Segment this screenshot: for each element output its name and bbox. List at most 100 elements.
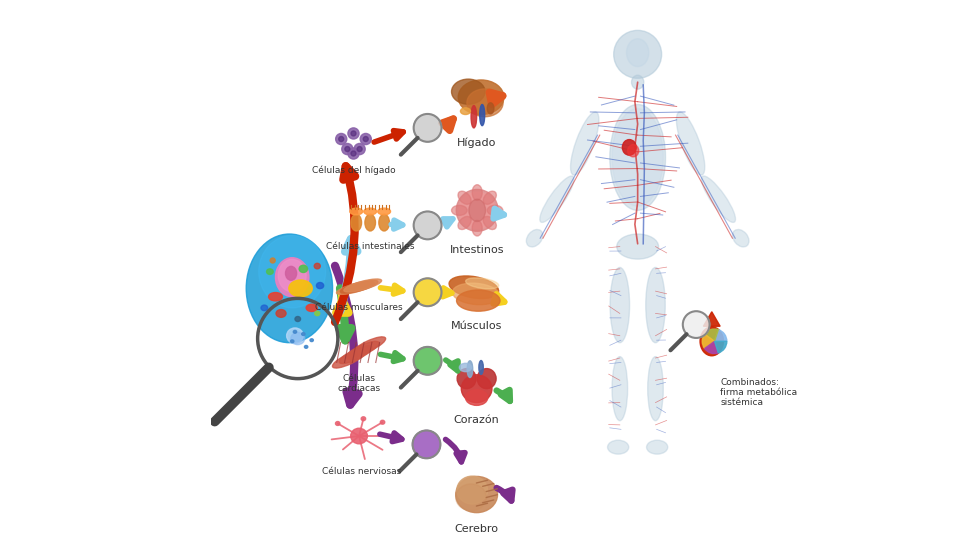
- Ellipse shape: [351, 214, 362, 231]
- Circle shape: [413, 431, 440, 458]
- Ellipse shape: [351, 428, 368, 444]
- Ellipse shape: [466, 390, 488, 405]
- Ellipse shape: [457, 368, 476, 389]
- Ellipse shape: [471, 106, 476, 128]
- FancyArrowPatch shape: [494, 209, 504, 218]
- Ellipse shape: [458, 191, 471, 204]
- Ellipse shape: [626, 39, 649, 67]
- Ellipse shape: [379, 214, 389, 231]
- Ellipse shape: [612, 109, 663, 206]
- Circle shape: [613, 30, 662, 78]
- Text: Corazón: Corazón: [454, 416, 500, 426]
- Ellipse shape: [335, 133, 347, 144]
- Ellipse shape: [267, 269, 273, 274]
- Ellipse shape: [275, 258, 309, 297]
- Ellipse shape: [456, 477, 498, 512]
- Ellipse shape: [340, 280, 378, 293]
- FancyArrowPatch shape: [380, 285, 403, 294]
- Ellipse shape: [616, 234, 659, 259]
- Ellipse shape: [477, 368, 496, 389]
- Ellipse shape: [270, 258, 275, 263]
- Ellipse shape: [364, 208, 376, 215]
- FancyArrowPatch shape: [443, 288, 452, 297]
- Ellipse shape: [342, 143, 353, 155]
- Ellipse shape: [449, 276, 499, 298]
- Ellipse shape: [346, 341, 379, 359]
- Ellipse shape: [336, 282, 374, 295]
- Ellipse shape: [377, 208, 391, 215]
- Text: Intestinos: Intestinos: [450, 245, 505, 255]
- Ellipse shape: [299, 265, 308, 273]
- Wedge shape: [705, 329, 718, 341]
- Ellipse shape: [647, 440, 667, 454]
- Text: Combinados:
firma metabólica
sistémica: Combinados: firma metabólica sistémica: [720, 377, 798, 407]
- Ellipse shape: [483, 216, 496, 230]
- Ellipse shape: [460, 363, 471, 372]
- Circle shape: [414, 114, 442, 142]
- Ellipse shape: [732, 230, 749, 247]
- Ellipse shape: [472, 185, 482, 200]
- Text: Cerebro: Cerebro: [455, 524, 499, 534]
- Ellipse shape: [315, 311, 319, 316]
- Ellipse shape: [290, 340, 294, 343]
- Ellipse shape: [306, 304, 318, 311]
- Polygon shape: [704, 312, 720, 326]
- Ellipse shape: [348, 148, 359, 159]
- Ellipse shape: [317, 282, 323, 288]
- Ellipse shape: [302, 333, 305, 335]
- Ellipse shape: [339, 346, 372, 363]
- Ellipse shape: [380, 421, 385, 424]
- Wedge shape: [703, 334, 714, 348]
- FancyArrowPatch shape: [374, 130, 404, 142]
- Ellipse shape: [246, 234, 332, 343]
- Ellipse shape: [362, 417, 366, 421]
- Ellipse shape: [622, 139, 636, 155]
- Ellipse shape: [526, 230, 543, 247]
- Ellipse shape: [285, 267, 297, 280]
- Ellipse shape: [612, 357, 627, 421]
- Text: Células
cardiacas: Células cardiacas: [337, 374, 380, 393]
- Ellipse shape: [479, 361, 483, 375]
- FancyArrowPatch shape: [442, 119, 454, 130]
- Circle shape: [414, 212, 442, 239]
- Ellipse shape: [353, 337, 386, 354]
- Ellipse shape: [335, 422, 340, 426]
- Ellipse shape: [315, 263, 320, 269]
- Ellipse shape: [365, 214, 375, 231]
- Ellipse shape: [453, 283, 500, 305]
- FancyArrowPatch shape: [336, 294, 349, 312]
- FancyArrowPatch shape: [446, 440, 465, 462]
- Ellipse shape: [456, 484, 486, 511]
- Ellipse shape: [457, 476, 487, 504]
- FancyArrowPatch shape: [443, 219, 453, 227]
- Ellipse shape: [483, 191, 496, 204]
- Text: Células intestinales: Células intestinales: [326, 242, 415, 251]
- FancyArrowPatch shape: [380, 433, 402, 442]
- Ellipse shape: [457, 189, 498, 231]
- Ellipse shape: [570, 112, 599, 175]
- Ellipse shape: [361, 133, 371, 144]
- Ellipse shape: [458, 216, 471, 230]
- Wedge shape: [714, 341, 727, 353]
- Ellipse shape: [487, 206, 503, 216]
- Ellipse shape: [332, 350, 366, 368]
- Ellipse shape: [291, 333, 305, 344]
- Text: Células musculares: Células musculares: [316, 304, 403, 312]
- Ellipse shape: [351, 131, 356, 136]
- Ellipse shape: [631, 75, 644, 89]
- FancyArrowPatch shape: [497, 488, 513, 501]
- FancyArrowPatch shape: [497, 390, 510, 401]
- Ellipse shape: [278, 259, 306, 292]
- Circle shape: [683, 311, 710, 338]
- Text: Células del hígado: Células del hígado: [312, 166, 395, 175]
- Ellipse shape: [344, 279, 381, 292]
- Ellipse shape: [702, 176, 736, 222]
- Ellipse shape: [345, 147, 350, 152]
- Wedge shape: [705, 341, 718, 353]
- Ellipse shape: [339, 137, 344, 142]
- Text: Células nerviosas: Células nerviosas: [322, 466, 402, 475]
- Ellipse shape: [676, 112, 705, 175]
- Ellipse shape: [472, 221, 482, 236]
- Ellipse shape: [466, 89, 503, 116]
- FancyArrowPatch shape: [335, 266, 359, 405]
